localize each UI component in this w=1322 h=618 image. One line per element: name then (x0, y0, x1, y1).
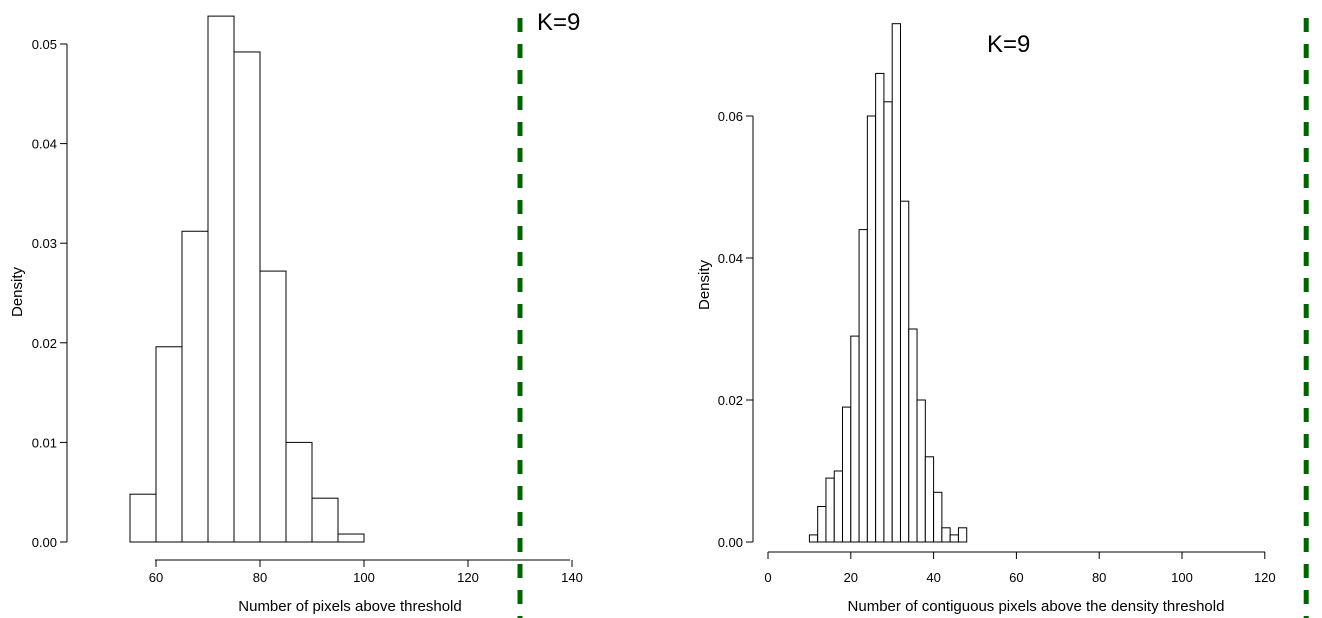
histogram-bar (842, 406, 852, 543)
x-tick-label: 60 (1009, 570, 1023, 585)
y-axis-title: Density (9, 266, 26, 317)
x-tick-label: 80 (253, 570, 267, 585)
x-tick-label: 60 (149, 570, 163, 585)
histogram-bar (908, 328, 918, 543)
k-annotation: K=9 (537, 9, 580, 36)
histogram-bar (833, 470, 844, 543)
histogram-bar (957, 527, 968, 543)
y-tick-label: 0.00 (718, 535, 743, 550)
histogram-bar (129, 493, 157, 543)
x-tick-label: 140 (561, 570, 583, 585)
x-axis-title: Number of contiguous pixels above the de… (848, 598, 1225, 615)
histogram-bar (233, 51, 261, 543)
y-tick-label: 0.04 (32, 137, 57, 152)
histogram-bar (311, 497, 339, 543)
x-axis-title: Number of pixels above threshold (238, 598, 461, 615)
histogram-bar (916, 399, 926, 543)
histogram-bar (285, 441, 313, 543)
x-tick-label: 80 (1092, 570, 1106, 585)
y-axis-title: Density (696, 259, 713, 310)
histogram-bar (949, 534, 959, 543)
histogram-bar (850, 335, 860, 543)
histogram-bar (825, 477, 835, 543)
histogram-bar (866, 115, 877, 543)
x-tick-label: 20 (844, 570, 858, 585)
x-tick-label: 120 (457, 570, 479, 585)
histogram-bar (337, 533, 365, 543)
right-histogram-panel: 0.00 0.02 0.04 0.06 0 20 40 60 80 100 120 Number of… (696, 18, 1309, 618)
histogram-bar (858, 229, 868, 543)
y-tick-label: 0.00 (32, 535, 57, 550)
x-tick-label: 100 (1171, 570, 1193, 585)
x-tick-label: 40 (926, 570, 940, 585)
k-annotation: K=9 (987, 31, 1030, 58)
histogram-bar (924, 456, 935, 543)
y-tick-label: 0.06 (718, 109, 743, 124)
left-histogram-panel: 0.00 0.01 0.02 0.03 0.04 0.05 60 80 100 120 140 Num… (9, 9, 583, 618)
histogram-bar (817, 506, 827, 543)
histogram-bar (207, 15, 235, 543)
histogram-bar (933, 491, 943, 543)
y-tick-label: 0.03 (32, 236, 57, 251)
histogram-bar (181, 230, 209, 543)
histogram-bar (899, 200, 910, 543)
y-tick-label: 0.04 (718, 251, 743, 266)
histogram-bar (808, 534, 819, 543)
histogram-bar (155, 346, 183, 543)
histogram-bar (883, 101, 893, 543)
histogram-bar (875, 72, 885, 543)
x-tick-label: 120 (1254, 570, 1276, 585)
y-tick-label: 0.01 (32, 435, 57, 450)
x-tick-label: 0 (764, 570, 771, 585)
y-tick-label: 0.05 (32, 37, 57, 52)
y-tick-label: 0.02 (32, 336, 57, 351)
y-tick-label: 0.02 (718, 393, 743, 408)
histogram-bar (891, 23, 901, 543)
x-tick-label: 100 (353, 570, 375, 585)
histogram-bar (259, 270, 287, 543)
histogram-bar (941, 527, 951, 543)
